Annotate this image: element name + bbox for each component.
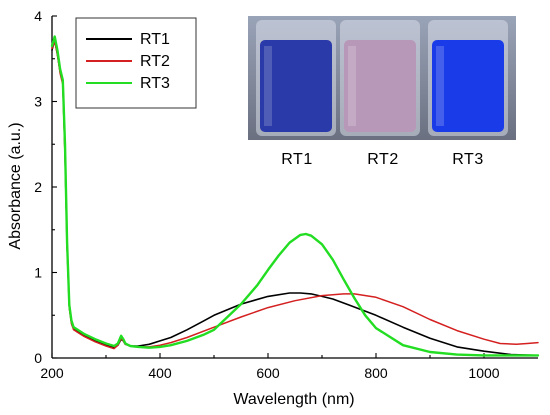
vial-highlight — [264, 46, 272, 126]
series-lines — [50, 35, 540, 357]
vial-highlight — [436, 46, 444, 126]
inset-photo — [248, 16, 516, 140]
x-tick-label: 400 — [148, 365, 172, 381]
inset-label-rt1: RT1 — [281, 151, 312, 168]
x-tick-label: 200 — [40, 365, 64, 381]
vial-highlight — [348, 46, 356, 126]
y-axis-ticks: 0 1 2 3 4 — [34, 8, 57, 366]
inset-label-rt2: RT2 — [367, 151, 398, 168]
legend-label-rt3: RT3 — [140, 75, 170, 92]
legend: RT1 RT2 RT3 — [75, 17, 197, 109]
inset-labels: RT1 RT2 RT3 — [281, 151, 483, 168]
legend-label-rt2: RT2 — [140, 53, 170, 70]
x-tick-label: 800 — [364, 365, 388, 381]
y-tick-label: 4 — [34, 8, 42, 24]
legend-label-rt1: RT1 — [140, 31, 170, 48]
inset-label-rt3: RT3 — [452, 151, 483, 168]
y-tick-label: 0 — [34, 350, 42, 366]
x-axis-title: Wavelength (nm) — [233, 391, 354, 408]
y-tick-label: 1 — [34, 265, 42, 281]
vial-liquid — [432, 40, 504, 132]
x-tick-label: 1000 — [468, 365, 499, 381]
vial-liquid — [260, 40, 332, 132]
vial-liquid — [344, 40, 416, 132]
y-tick-label: 2 — [34, 179, 42, 195]
legend-box — [75, 17, 197, 109]
y-axis-title: Absorbance (a.u.) — [7, 122, 24, 249]
x-tick-label: 600 — [256, 365, 280, 381]
x-axis-ticks: 200 400 600 800 1000 — [40, 353, 500, 381]
y-tick-label: 3 — [34, 94, 42, 110]
series-line-rt3 — [50, 35, 540, 357]
